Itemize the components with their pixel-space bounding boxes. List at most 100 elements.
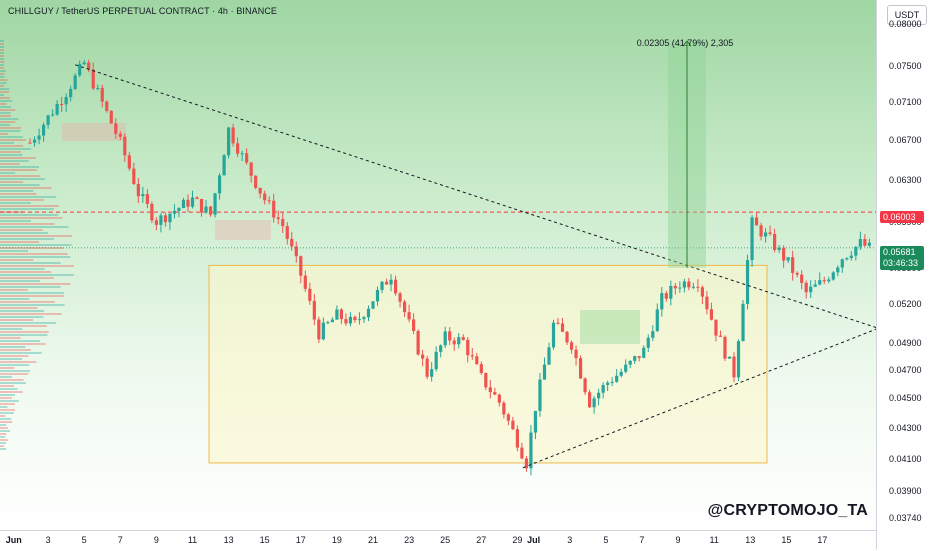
- x-tick-label: Jun: [5, 535, 22, 545]
- volume-profile-bar: [0, 67, 5, 69]
- current-price: 0.05681: [883, 247, 916, 257]
- candle-body: [840, 259, 844, 268]
- candle-body: [245, 153, 249, 163]
- volume-profile-bar: [0, 304, 65, 306]
- volume-profile-bar: [0, 241, 39, 243]
- x-tick-label: 5: [81, 535, 87, 545]
- candle-body: [118, 133, 122, 137]
- volume-profile-bar: [0, 109, 16, 111]
- candle-body: [768, 232, 772, 234]
- volume-profile-bar: [0, 430, 11, 432]
- volume-profile-bar: [0, 247, 64, 249]
- order-block-red: [62, 123, 126, 141]
- price-axis[interactable]: USDT 0.08000 0.07500 0.07100 0.06700 0.06300…: [876, 0, 932, 550]
- volume-profile-bar: [0, 118, 19, 120]
- candle-body: [845, 257, 849, 260]
- volume-profile-bar: [0, 85, 5, 87]
- candle-body: [542, 364, 547, 380]
- volume-profile-bar: [0, 133, 9, 135]
- candle-body: [430, 369, 434, 377]
- volume-profile-bar: [0, 316, 44, 318]
- chart-title: CHILLGUY / TetherUS PERPETUAL CONTRACT ·…: [8, 6, 278, 16]
- candle-body: [745, 260, 750, 304]
- candle-body: [416, 330, 420, 355]
- candle-body: [82, 62, 86, 65]
- candle-body: [434, 351, 438, 370]
- candle-body: [308, 288, 312, 301]
- candle-body: [515, 429, 519, 448]
- candle-body: [41, 124, 46, 136]
- order-block-green: [580, 310, 640, 344]
- candle-body: [168, 213, 172, 223]
- volume-profile-bar: [0, 340, 40, 342]
- currency-button[interactable]: USDT: [887, 5, 927, 25]
- candle-body: [741, 303, 745, 342]
- candle-body: [213, 193, 217, 215]
- volume-profile-bar: [0, 169, 37, 171]
- candle-body: [240, 153, 244, 155]
- candle-body: [538, 379, 542, 411]
- volume-profile-bar: [0, 331, 49, 333]
- candle-body: [700, 287, 705, 297]
- x-tick-label: 17: [295, 535, 306, 545]
- candle-body: [290, 238, 294, 247]
- candle-body: [827, 279, 831, 282]
- candle-body: [294, 246, 298, 257]
- candle-body: [479, 364, 483, 373]
- candle-body: [615, 375, 619, 382]
- candle-body: [348, 316, 353, 324]
- candle-body: [37, 135, 41, 140]
- candle-body: [448, 331, 452, 341]
- x-tick-label: 29: [512, 535, 523, 545]
- candle-body: [208, 206, 213, 215]
- volume-profile-bar: [0, 145, 24, 147]
- candle-body: [87, 62, 91, 70]
- candle-body: [96, 87, 100, 89]
- candle-body: [457, 337, 461, 345]
- volume-profile-bar: [0, 160, 29, 162]
- volume-profile-bar: [0, 325, 47, 327]
- volume-profile-bar: [0, 175, 41, 177]
- candle-body: [100, 87, 104, 102]
- candle-body: [281, 219, 285, 227]
- candle-body: [750, 217, 754, 261]
- candle-body: [791, 257, 795, 273]
- candle-body: [267, 200, 271, 202]
- time-axis[interactable]: Jun 3 5 7 9 11 13 15 17 19 21 23 25 27 29 Jul 3 5 7 9 11 13 15…: [0, 530, 876, 551]
- volume-profile-bar: [0, 265, 74, 267]
- candle-body: [46, 115, 50, 125]
- x-tick-label: 17: [817, 535, 828, 545]
- candle-body: [51, 114, 55, 116]
- candle-body: [529, 432, 533, 469]
- candle-body: [664, 293, 668, 299]
- candle-body: [136, 183, 140, 197]
- candle-body: [317, 319, 321, 340]
- candle-body: [732, 356, 736, 378]
- candle-body: [777, 247, 781, 251]
- volume-profile-bar: [0, 208, 54, 210]
- volume-profile-bar: [0, 337, 21, 339]
- volume-profile-bar: [0, 409, 16, 411]
- x-tick-label: 15: [259, 535, 270, 545]
- y-tick-label: 0.03740: [889, 513, 922, 524]
- candle-body: [714, 319, 718, 336]
- volume-profile-bar: [0, 289, 28, 291]
- volume-profile-bar: [0, 391, 23, 393]
- candle-body: [159, 215, 163, 225]
- candle-body: [475, 356, 479, 365]
- candle-body: [551, 322, 556, 348]
- volume-profile-bar: [0, 190, 34, 192]
- candle-body: [236, 143, 240, 154]
- candle-body: [384, 281, 389, 285]
- volume-profile-bar: [0, 394, 15, 396]
- volume-profile-bar: [0, 322, 57, 324]
- x-tick-label: 25: [440, 535, 451, 545]
- candle-body: [655, 309, 659, 332]
- candle-body: [91, 69, 95, 89]
- volume-profile-bar: [0, 226, 69, 228]
- candle-body: [863, 239, 867, 246]
- candle-body: [836, 267, 840, 273]
- volume-profile-bar: [0, 58, 4, 60]
- candle-body: [488, 387, 492, 393]
- volume-profile-bar: [0, 313, 62, 315]
